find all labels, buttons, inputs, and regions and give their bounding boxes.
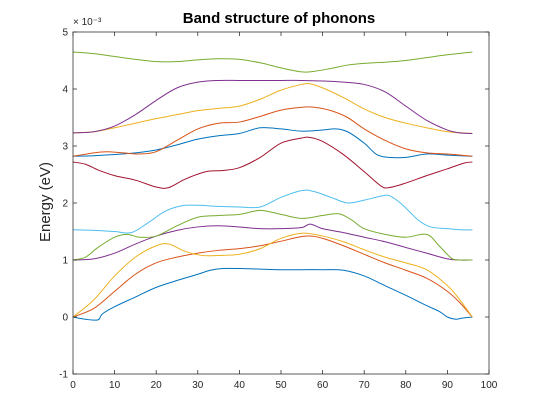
x-tick-label: 0	[70, 380, 76, 391]
x-tick-label: 40	[234, 380, 246, 391]
x-tick-label: 100	[481, 380, 498, 391]
series-line-2	[72, 235, 473, 318]
y-axis-label: Energy (eV)	[37, 162, 54, 242]
series-line-6	[72, 189, 473, 234]
plot-area	[73, 32, 489, 374]
series-line-11	[72, 79, 473, 134]
x-tick-label: 50	[275, 380, 287, 391]
y-tick-label: -1	[59, 370, 68, 381]
x-tick-label: 10	[109, 380, 121, 391]
y-exponent-label: × 10⁻³	[73, 17, 102, 28]
series-line-5	[72, 209, 473, 261]
series-line-9	[72, 106, 473, 157]
x-tick-label: 80	[400, 380, 412, 391]
series-layer	[72, 51, 473, 321]
x-tick-label: 70	[359, 380, 371, 391]
x-tick-label: 20	[151, 380, 163, 391]
series-line-3	[72, 232, 473, 318]
y-tick-label: 2	[62, 199, 68, 210]
y-tick-label: 4	[62, 85, 68, 96]
y-tick-label: 5	[62, 28, 68, 39]
series-line-8	[72, 127, 473, 159]
series-line-4	[72, 223, 473, 261]
x-tick-label: 60	[317, 380, 329, 391]
x-tick-label: 30	[192, 380, 204, 391]
y-tick-label: 3	[62, 142, 68, 153]
chart-title: Band structure of phonons	[183, 10, 376, 27]
plot-background	[73, 32, 489, 374]
series-line-1	[72, 267, 473, 321]
series-line-10	[72, 83, 473, 134]
y-tick-label: 1	[62, 256, 68, 267]
x-tick-label: 90	[442, 380, 454, 391]
y-tick-label: 0	[62, 313, 68, 324]
series-line-12	[72, 51, 473, 73]
series-line-7	[72, 136, 473, 189]
